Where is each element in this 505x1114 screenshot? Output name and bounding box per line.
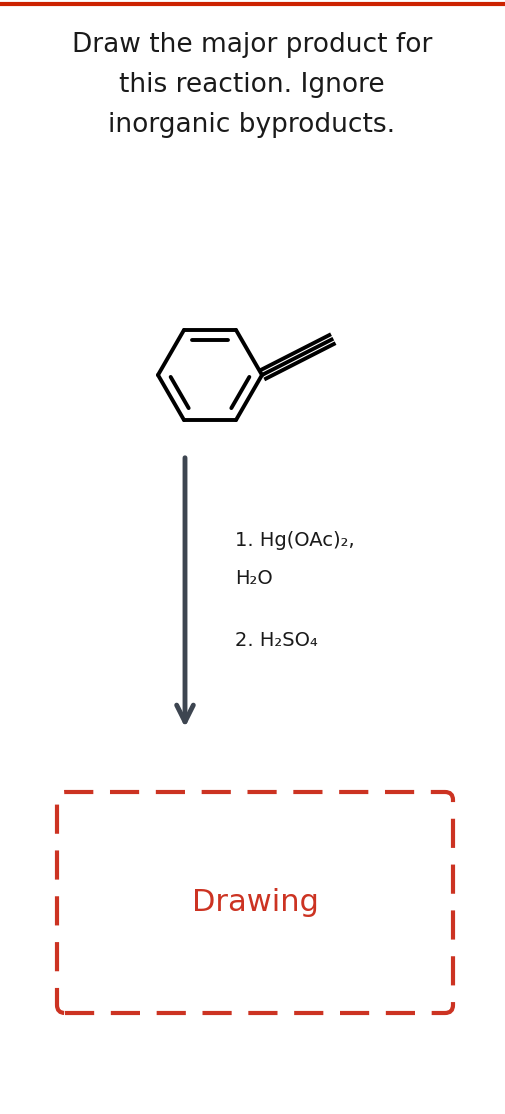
Text: Drawing: Drawing (191, 888, 319, 917)
Text: this reaction. Ignore: this reaction. Ignore (119, 72, 385, 98)
Text: 2. H₂SO₄: 2. H₂SO₄ (235, 631, 318, 649)
Text: H₂O: H₂O (235, 568, 273, 587)
Text: inorganic byproducts.: inorganic byproducts. (109, 113, 395, 138)
Text: Draw the major product for: Draw the major product for (72, 32, 432, 58)
Text: 1. Hg(OAc)₂,: 1. Hg(OAc)₂, (235, 530, 355, 549)
